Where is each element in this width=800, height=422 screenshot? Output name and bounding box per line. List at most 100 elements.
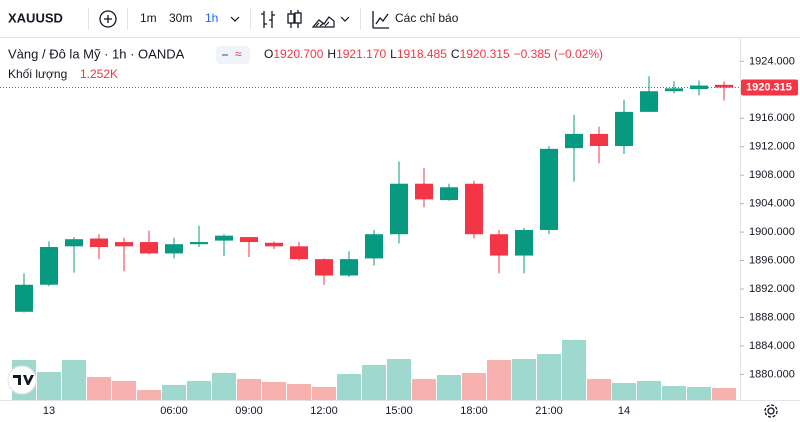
tv-logo[interactable]	[7, 365, 37, 395]
volume-value: 1.252K	[80, 67, 118, 81]
candle-body	[15, 284, 33, 312]
volume-title: Khối lượng	[8, 67, 67, 81]
candle-body	[315, 259, 333, 276]
candle-body	[190, 242, 208, 245]
candle-body	[65, 239, 83, 247]
candle-body	[40, 247, 58, 285]
ohlc-key: C	[451, 47, 460, 61]
ohlc-value: 1921.170	[336, 47, 386, 61]
ohlc-value: 1920.700	[273, 47, 323, 61]
volume-bar	[462, 372, 486, 400]
volume-bar	[362, 365, 386, 400]
volume-bar	[62, 359, 86, 400]
candle-body	[565, 133, 583, 149]
y-tick-label: 1924.000	[749, 55, 795, 67]
volume-bar	[212, 372, 236, 400]
volume-bar	[87, 376, 111, 400]
plot-area	[0, 76, 740, 400]
volume-bar	[587, 379, 611, 400]
candle-body	[665, 88, 683, 92]
last-price-box	[741, 79, 798, 96]
legend-toggle[interactable]: ≈	[216, 46, 250, 64]
ohlc-key: H	[327, 47, 336, 61]
y-tick-label: 1884.000	[749, 340, 795, 352]
volume-bar	[37, 372, 61, 400]
volume-bar	[112, 381, 136, 400]
svg-text:≈: ≈	[235, 47, 242, 61]
volume-bar	[437, 374, 461, 400]
chart-title: Vàng / Đô la Mỹ · 1h · OANDA	[8, 46, 185, 61]
volume-bar	[512, 358, 536, 400]
x-tick-label: 21:00	[535, 405, 563, 417]
volume-bar	[562, 340, 586, 400]
volume-bar	[137, 390, 161, 400]
symbol[interactable]: XAUUSD	[8, 10, 63, 25]
volume-bar	[387, 358, 411, 400]
change-value: −0.385 (−0.02%)	[514, 47, 603, 61]
candle-body	[490, 234, 508, 256]
area-style-button[interactable]	[311, 16, 335, 28]
candle-body	[715, 84, 733, 88]
candle-body	[640, 91, 658, 112]
x-tick-label: 13	[43, 405, 55, 417]
y-tick-label: 1896.000	[749, 254, 795, 266]
candle-body	[140, 242, 158, 254]
style-dropdown[interactable]	[340, 16, 350, 22]
interval-button[interactable]: 1h	[205, 11, 218, 25]
volume-bar	[487, 359, 511, 400]
candle-body	[390, 183, 408, 235]
candle-body	[215, 235, 233, 241]
ohlc-value: 1918.485	[397, 47, 447, 61]
candle-body	[365, 234, 383, 259]
volume-bar	[687, 386, 711, 400]
y-tick-label: 1908.000	[749, 169, 795, 181]
interval-button[interactable]: 30m	[169, 11, 192, 25]
candle-body	[240, 237, 258, 243]
ohlc-key: L	[390, 47, 397, 61]
ohlc-value: 1920.315	[460, 47, 510, 61]
ohlc-legend: O 1920.700 H 1921.170 L 1918.485 C 1920.315 −0.3…	[264, 47, 603, 61]
volume-bar	[612, 383, 636, 400]
candle-body	[515, 229, 533, 256]
y-tick-label: 1888.000	[749, 311, 795, 323]
volume-bar	[287, 383, 311, 400]
settings-button[interactable]	[764, 404, 778, 418]
y-tick-label: 1912.000	[749, 141, 795, 153]
volume-bar	[262, 381, 286, 400]
y-tick-label: 1900.000	[749, 226, 795, 238]
candle-body	[290, 246, 308, 260]
y-tick-label: 1892.000	[749, 283, 795, 295]
ohlc-key: O	[264, 47, 273, 61]
x-tick-label: 06:00	[160, 405, 188, 417]
candle-body	[115, 242, 133, 247]
x-tick-label: 09:00	[235, 405, 263, 417]
interval-dropdown[interactable]	[230, 16, 240, 22]
indicators-icon[interactable]	[372, 11, 389, 29]
volume-bar	[237, 379, 261, 400]
candle-body	[590, 133, 608, 147]
volume-bar	[412, 379, 436, 400]
volume-bar	[337, 374, 361, 400]
candle-body	[90, 238, 108, 248]
interval-button[interactable]: 1m	[140, 11, 157, 25]
volume-bar	[712, 388, 736, 400]
volume-bar	[637, 381, 661, 400]
candle-body	[340, 259, 358, 276]
y-tick-label: 1916.000	[749, 112, 795, 124]
candle-style-button[interactable]	[287, 10, 302, 28]
candle-body	[415, 183, 433, 200]
volume-bar	[662, 386, 686, 400]
x-tick-label: 18:00	[460, 405, 488, 417]
candle-body	[465, 183, 483, 235]
candle-body	[615, 111, 633, 147]
candle-body	[540, 148, 558, 230]
y-tick-label: 1904.000	[749, 198, 795, 210]
volume-bar	[162, 384, 186, 400]
add-symbol-button[interactable]	[99, 10, 117, 28]
last-price-label: 1920.315	[746, 81, 792, 93]
candle-body	[165, 244, 183, 254]
candle-body	[440, 187, 458, 201]
indicators-button[interactable]: Các chỉ báo	[395, 11, 459, 25]
x-tick-label: 15:00	[385, 405, 413, 417]
bar-style-button[interactable]	[261, 11, 275, 28]
